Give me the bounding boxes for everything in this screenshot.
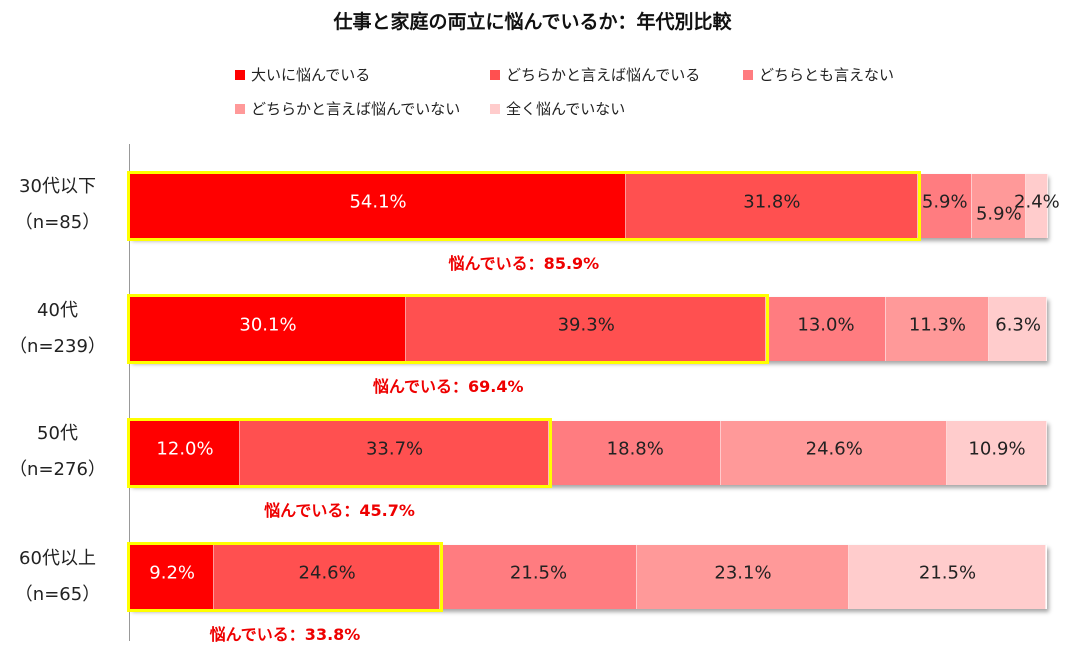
stacked-bar — [130, 421, 1047, 485]
category-label: 60代以上 — [19, 548, 96, 569]
legend-swatch — [743, 69, 753, 80]
legend-item: どちらかと言えば悩んでいない — [235, 98, 460, 119]
bar-segment — [130, 421, 241, 485]
category-axis-line — [129, 144, 130, 641]
bar-segment — [214, 545, 440, 609]
bar-segment — [989, 297, 1047, 361]
legend-swatch — [490, 69, 500, 80]
data-label: 6.3% — [995, 314, 1041, 336]
bar-segment — [1025, 174, 1048, 238]
summary-label: 悩んでいる：85.9% — [448, 254, 600, 273]
bar-segment — [917, 174, 972, 238]
legend-swatch — [235, 69, 245, 80]
bar-segment — [721, 421, 948, 485]
category-sample-size: （n=239） — [9, 336, 106, 357]
data-label: 5.9% — [975, 203, 1022, 225]
summary-label: 悩んでいる：69.4% — [372, 377, 524, 396]
bar-segment — [626, 174, 918, 238]
data-label: 31.8% — [743, 191, 801, 213]
bar-segment — [766, 297, 886, 361]
category-label: 50代 — [37, 423, 78, 444]
data-label: 54.1% — [349, 191, 407, 213]
legend-swatch — [235, 103, 245, 114]
bar-segment — [549, 421, 722, 485]
legend-label: どちらかと言えば悩んでいない — [251, 100, 461, 118]
bar-segment — [439, 545, 638, 609]
data-label: 2.4% — [1014, 191, 1060, 213]
data-label: 9.2% — [149, 562, 196, 584]
legend-label: どちらとも言えない — [759, 66, 895, 84]
data-label: 24.6% — [805, 438, 863, 460]
legend-item: どちらとも言えない — [743, 64, 894, 85]
category-sample-size: （n=65） — [14, 584, 101, 605]
data-label: 12.0% — [156, 438, 214, 460]
bar-segment — [637, 545, 849, 609]
data-label: 39.3% — [557, 314, 615, 336]
category-sample-size: （n=276） — [9, 459, 106, 480]
data-label: 21.5% — [918, 562, 977, 584]
data-label: 33.7% — [365, 438, 424, 460]
stacked-bar — [130, 174, 1048, 238]
category-label: 30代以下 — [19, 176, 96, 197]
data-label: 24.6% — [298, 562, 356, 584]
bar-segment — [885, 297, 990, 361]
category-label: 40代 — [37, 300, 78, 321]
data-label: 23.1% — [714, 562, 772, 584]
legend-item: 大いに悩んでいる — [235, 64, 370, 85]
data-label: 18.8% — [606, 438, 664, 460]
bar-segment — [130, 297, 407, 361]
data-label: 30.1% — [239, 314, 297, 336]
summary-label: 悩んでいる：33.8% — [209, 625, 361, 644]
legend-swatch — [490, 103, 500, 114]
data-label: 5.9% — [921, 191, 968, 213]
data-label: 13.0% — [797, 314, 855, 336]
legend-item: どちらかと言えば悩んでいる — [490, 64, 700, 85]
legend-label: 全く悩んでいない — [506, 100, 626, 118]
chart-title: 仕事と家庭の両立に悩んでいるか：年代別比較 — [333, 11, 732, 33]
bar-segment — [130, 545, 215, 609]
legend-label: 大いに悩んでいる — [251, 66, 371, 84]
bar-segment — [130, 174, 627, 238]
data-label: 11.3% — [908, 314, 966, 336]
bar-segment — [947, 421, 1047, 485]
bar-segment — [971, 174, 1026, 238]
bar-segment — [240, 421, 550, 485]
stacked-bar — [130, 545, 1047, 609]
stacked-bar — [130, 297, 1047, 361]
data-label: 21.5% — [509, 562, 568, 584]
bar-segment — [848, 545, 1047, 609]
data-label: 10.9% — [968, 438, 1026, 460]
category-sample-size: （n=85） — [14, 212, 101, 233]
summary-label: 悩んでいる：45.7% — [264, 501, 415, 520]
legend-label: どちらかと言えば悩んでいる — [506, 66, 701, 84]
bar-segment — [406, 297, 767, 361]
legend-item: 全く悩んでいない — [490, 98, 625, 119]
